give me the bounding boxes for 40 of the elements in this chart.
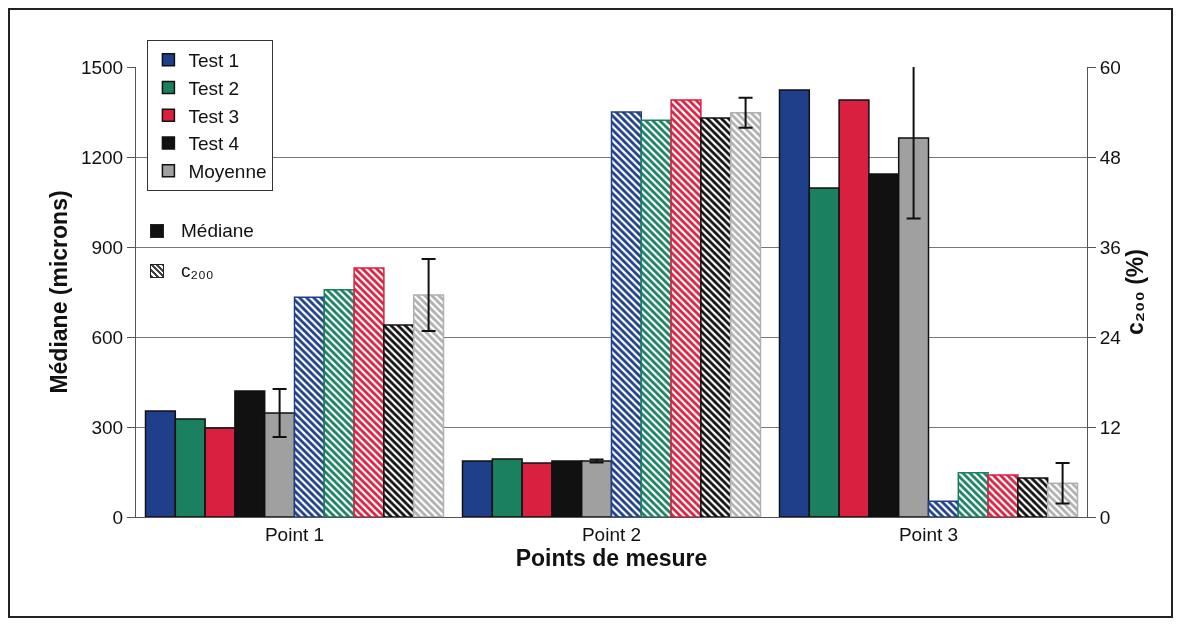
bar <box>1046 482 1079 517</box>
legend-label: Test 1 <box>188 50 240 72</box>
y2-tick-label: 0 <box>1099 506 1111 528</box>
y2-axis-title: c₂₀₀ (%) <box>1121 249 1148 335</box>
legend-label: Test 3 <box>188 105 240 127</box>
y2-tick-label: 24 <box>1099 326 1122 348</box>
y2-tick-label: 60 <box>1099 56 1121 78</box>
bar <box>640 119 672 517</box>
bar <box>670 99 702 517</box>
x-tick-label: Point 3 <box>898 523 959 545</box>
legend-label: Moyenne <box>188 161 267 183</box>
legend-label: Test 4 <box>188 133 240 155</box>
bar <box>729 112 762 517</box>
bar <box>700 117 732 517</box>
legend-label: Test 2 <box>188 77 240 99</box>
x-tick-label: Point 2 <box>581 523 642 545</box>
bar <box>987 474 1019 517</box>
annotation: Médiane <box>181 220 254 241</box>
y-axis-title: Médiane (microns) <box>46 190 73 394</box>
x-axis-title: Points de mesure <box>515 544 708 571</box>
y-tick-label: 600 <box>91 326 124 348</box>
y-tick-label: 1500 <box>80 56 124 78</box>
bar <box>412 294 445 517</box>
y2-tick-label: 36 <box>1099 236 1121 258</box>
bar <box>323 289 355 517</box>
y2-tick-label: 12 <box>1099 416 1121 438</box>
bar <box>353 267 385 517</box>
y-tick-label: 300 <box>91 416 124 438</box>
bar <box>383 324 415 517</box>
annotation: c₂₀₀ <box>181 260 214 281</box>
y-tick-label: 900 <box>91 236 124 258</box>
bar <box>293 296 326 517</box>
y-tick-label: 0 <box>112 506 124 528</box>
x-tick-label: Point 1 <box>264 523 325 545</box>
bar <box>610 111 643 517</box>
bar <box>927 500 960 517</box>
bar <box>957 472 989 517</box>
y-tick-label: 1200 <box>80 146 124 168</box>
bar <box>1017 477 1049 517</box>
y2-tick-label: 48 <box>1099 146 1121 168</box>
